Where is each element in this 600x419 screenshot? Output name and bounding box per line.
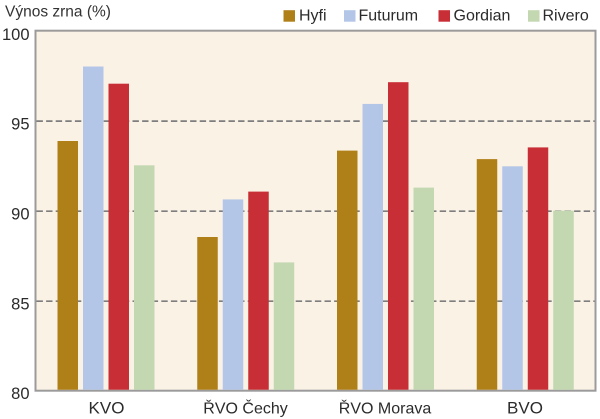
svg-text:ŘVO Morava: ŘVO Morava	[339, 399, 432, 418]
svg-text:ŘVO Čechy: ŘVO Čechy	[203, 399, 287, 418]
svg-text:95: 95	[11, 116, 29, 134]
svg-text:BVO: BVO	[507, 399, 543, 418]
svg-text:Výnos zrna (%): Výnos zrna (%)	[5, 3, 111, 20]
svg-text:Hyfi: Hyfi	[299, 8, 327, 25]
svg-text:Rivero: Rivero	[543, 8, 589, 25]
svg-text:100: 100	[2, 26, 30, 44]
svg-text:80: 80	[11, 385, 29, 403]
svg-text:KVO: KVO	[89, 399, 125, 418]
svg-text:85: 85	[11, 296, 29, 314]
svg-text:Futurum: Futurum	[359, 8, 419, 25]
svg-text:Gordian: Gordian	[454, 8, 511, 25]
svg-text:90: 90	[11, 206, 29, 224]
